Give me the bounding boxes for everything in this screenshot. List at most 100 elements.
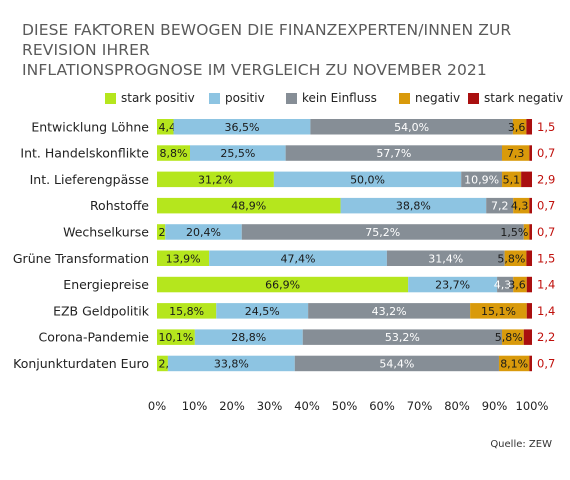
data-label-int-handelskonflikte-stark-negativ: 0,7 bbox=[537, 146, 555, 160]
bar-segment-entwicklung-löhne-kein-einfluss bbox=[310, 119, 513, 135]
bar-segment-energiepreise-stark-negativ bbox=[526, 276, 532, 293]
x-tick-label-20: 20% bbox=[219, 399, 245, 413]
data-label-energiepreise-positiv: 23,7% bbox=[435, 279, 470, 292]
bar-segment-entwicklung-löhne-positiv bbox=[173, 119, 311, 135]
legend-swatch-stark-negativ bbox=[468, 92, 479, 104]
bar-segment-ezb-geldpolitik-kein-einfluss bbox=[308, 303, 471, 319]
x-tick-label-100: 100% bbox=[516, 399, 549, 413]
data-label-energiepreise-negativ: 3,6 bbox=[508, 279, 526, 292]
data-label-int-handelskonflikte-stark-positiv: 8,8% bbox=[160, 147, 188, 160]
data-label-int-handelskonflikte-positiv: 25,5% bbox=[220, 147, 255, 160]
bar-segment-int-lieferengpässe-stark-negativ bbox=[521, 171, 532, 188]
chart-title-line-1: DIESE FAKTOREN BEWOGEN DIE FINANZEXPERTE… bbox=[22, 21, 512, 59]
data-label-grüne-transformation-stark-negativ: 1,5 bbox=[537, 251, 555, 265]
bar-segment-konjunkturdaten-euro-kein-einfluss bbox=[294, 355, 499, 372]
data-label-grüne-transformation-positiv: 47,4% bbox=[281, 252, 316, 265]
bar-segment-int-lieferengpässe-negativ bbox=[502, 171, 522, 188]
category-label-entwicklung-löhne: Entwicklung Löhne bbox=[31, 119, 149, 134]
data-label-ezb-geldpolitik-positiv: 24,5% bbox=[245, 305, 280, 318]
legend-label-stark-negativ: stark negativ bbox=[484, 91, 564, 105]
x-tick-label-40: 40% bbox=[294, 399, 320, 413]
data-label-entwicklung-löhne-kein-einfluss: 54,0% bbox=[394, 121, 429, 134]
bar-segment-ezb-geldpolitik-negativ bbox=[470, 303, 527, 319]
data-label-wechselkurse-stark-negativ: 0,7 bbox=[537, 225, 555, 239]
bar-segment-corona-pandemie-kein-einfluss bbox=[302, 329, 503, 345]
data-label-corona-pandemie-stark-positiv: 10,1% bbox=[158, 331, 193, 344]
bar-segment-corona-pandemie-positiv bbox=[194, 329, 303, 345]
bar-segment-corona-pandemie-stark-positiv bbox=[157, 329, 195, 345]
data-label-corona-pandemie-positiv: 28,8% bbox=[231, 331, 266, 344]
data-label-rohstoffe-stark-negativ: 0,7 bbox=[537, 199, 555, 213]
category-label-corona-pandemie: Corona-Pandemie bbox=[38, 330, 149, 345]
bar-segment-int-lieferengpässe-kein-einfluss bbox=[461, 171, 503, 188]
bar-segment-int-lieferengpässe-stark-positiv bbox=[157, 171, 274, 188]
bar-segment-int-handelskonflikte-stark-negativ bbox=[529, 145, 532, 161]
x-tick-label-80: 80% bbox=[444, 399, 470, 413]
data-label-energiepreise-stark-negativ: 1,4 bbox=[537, 278, 555, 292]
data-label-wechselkurse-kein-einfluss: 75,2% bbox=[365, 226, 400, 239]
data-label-corona-pandemie-stark-negativ: 2,2 bbox=[537, 330, 555, 344]
bar-segment-energiepreise-stark-positiv bbox=[157, 276, 409, 293]
data-label-grüne-transformation-negativ: 5,8% bbox=[497, 252, 525, 265]
legend-swatch-kein-einfluss bbox=[286, 92, 297, 104]
x-tick-label-60: 60% bbox=[369, 399, 395, 413]
legend-item-negativ: negativ bbox=[399, 90, 460, 106]
bar-segment-wechselkurse-stark-positiv bbox=[157, 224, 166, 240]
bar-segment-int-lieferengpässe-positiv bbox=[273, 171, 462, 188]
x-tick-label-90: 90% bbox=[482, 399, 508, 413]
bar-segment-entwicklung-löhne-stark-negativ bbox=[526, 119, 533, 135]
bar-segment-wechselkurse-negativ bbox=[523, 224, 530, 240]
data-label-ezb-geldpolitik-negativ: 15,1% bbox=[481, 305, 516, 318]
x-tick-label-10: 10% bbox=[182, 399, 208, 413]
bar-segment-energiepreise-kein-einfluss bbox=[497, 276, 514, 293]
bar-segment-rohstoffe-positiv bbox=[340, 197, 487, 214]
bar-segment-grüne-transformation-stark-positiv bbox=[157, 250, 210, 266]
data-label-konjunkturdaten-euro-negativ: 8,1% bbox=[500, 357, 528, 370]
bar-segment-grüne-transformation-positiv bbox=[209, 250, 387, 266]
data-label-ezb-geldpolitik-kein-einfluss: 43,2% bbox=[372, 305, 407, 318]
data-label-konjunkturdaten-euro-positiv: 33,8% bbox=[214, 357, 249, 370]
data-label-entwicklung-löhne-stark-negativ: 1,5 bbox=[537, 120, 555, 134]
data-label-int-lieferengpässe-positiv: 50,0% bbox=[350, 173, 385, 186]
data-label-entwicklung-löhne-negativ: 3,6 bbox=[508, 121, 526, 134]
category-label-konjunkturdaten-euro: Konjunkturdaten Euro bbox=[13, 356, 149, 371]
legend-label-positiv: positiv bbox=[225, 91, 265, 105]
category-label-int-lieferengpässe: Int. Lieferengpässe bbox=[30, 172, 150, 187]
data-label-ezb-geldpolitik-stark-positiv: 15,8% bbox=[169, 305, 204, 318]
data-label-grüne-transformation-kein-einfluss: 31,4% bbox=[428, 252, 463, 265]
bar-segment-rohstoffe-stark-negativ bbox=[529, 197, 532, 214]
category-label-int-handelskonflikte: Int. Handelskonflikte bbox=[20, 146, 149, 161]
x-tick-label-30: 30% bbox=[257, 399, 283, 413]
data-label-konjunkturdaten-euro-stark-negativ: 0,7 bbox=[537, 356, 555, 370]
data-label-energiepreise-stark-positiv: 66,9% bbox=[265, 279, 300, 292]
source-note: Quelle: ZEW bbox=[490, 439, 552, 450]
legend-swatch-negativ bbox=[399, 92, 410, 104]
bar-segment-rohstoffe-negativ bbox=[513, 197, 530, 214]
data-label-wechselkurse-positiv: 20,4% bbox=[186, 226, 221, 239]
data-label-int-lieferengpässe-kein-einfluss: 10,9% bbox=[464, 173, 499, 186]
data-label-int-lieferengpässe-stark-negativ: 2,9 bbox=[537, 172, 555, 186]
bar-segment-konjunkturdaten-euro-negativ bbox=[498, 355, 530, 372]
bar-segment-grüne-transformation-negativ bbox=[504, 250, 527, 266]
data-label-konjunkturdaten-euro-kein-einfluss: 54,4% bbox=[379, 357, 414, 370]
bar-segment-energiepreise-negativ bbox=[513, 276, 527, 293]
data-label-entwicklung-löhne-positiv: 36,5% bbox=[224, 121, 259, 134]
bar-segment-int-handelskonflikte-positiv bbox=[190, 145, 286, 161]
chart-title: DIESE FAKTOREN BEWOGEN DIE FINANZEXPERTE… bbox=[22, 20, 552, 80]
legend-label-kein-einfluss: kein Einfluss bbox=[302, 91, 377, 105]
data-label-rohstoffe-negativ: 4,3 bbox=[511, 200, 529, 213]
legend-label-negativ: negativ bbox=[415, 91, 461, 105]
bar-segment-rohstoffe-kein-einfluss bbox=[486, 197, 514, 214]
bar-segment-grüne-transformation-stark-negativ bbox=[526, 250, 533, 266]
chart-legend: stark positiv positiv kein Einfluss nega… bbox=[22, 90, 567, 110]
legend-item-stark-positiv: stark positiv bbox=[105, 90, 195, 106]
legend-item-stark-negativ: stark negativ bbox=[468, 90, 563, 106]
category-label-grüne-transformation: Grüne Transformation bbox=[13, 251, 149, 266]
data-label-rohstoffe-positiv: 38,8% bbox=[396, 200, 431, 213]
data-label-wechselkurse-negativ: 1,5% bbox=[500, 226, 528, 239]
bar-segment-konjunkturdaten-euro-stark-positiv bbox=[157, 355, 168, 372]
data-label-int-lieferengpässe-stark-positiv: 31,2% bbox=[198, 173, 233, 186]
bar-segment-wechselkurse-positiv bbox=[165, 224, 242, 240]
legend-item-kein-einfluss: kein Einfluss bbox=[286, 90, 377, 106]
